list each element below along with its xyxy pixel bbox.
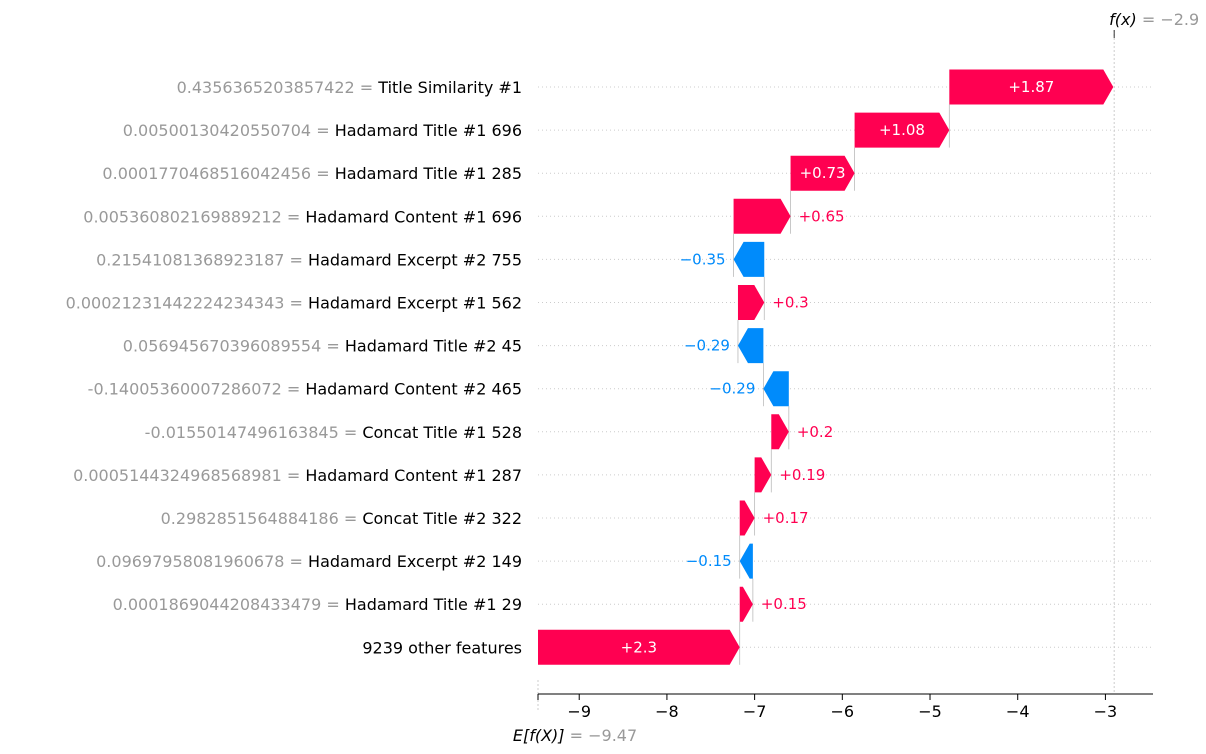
bar-value-label: +2.3	[621, 638, 657, 656]
feature-label: 0.0001770468516042456 = Hadamard Title #…	[102, 164, 522, 183]
feature-name: Hadamard Title #1 285	[335, 164, 522, 183]
x-tick-label: −5	[918, 702, 942, 721]
bar-value-label: −0.15	[686, 552, 732, 570]
bar-positive	[790, 155, 855, 191]
base-value-number: = −9.47	[565, 726, 638, 745]
feature-label: 0.00500130420550704 = Hadamard Title #1 …	[123, 121, 522, 140]
feature-label: 9239 other features	[362, 638, 522, 657]
feature-label: 0.4356365203857422 = Title Similarity #1	[177, 78, 522, 97]
feature-label: 0.00021231442224234343 = Hadamard Excerp…	[66, 294, 522, 313]
feature-value: 0.005360802169889212 =	[83, 207, 305, 226]
feature-name: Hadamard Title #1 696	[335, 121, 522, 140]
output-value-annotation: f(x) = −2.9	[1109, 10, 1199, 29]
x-tick-label: −6	[831, 702, 855, 721]
x-tick-label: −4	[1006, 702, 1030, 721]
bar-positive	[771, 414, 789, 450]
bar-negative	[733, 241, 765, 277]
feature-value: 0.0001869044208433479 =	[113, 595, 345, 614]
feature-name: Hadamard Excerpt #1 562	[308, 294, 522, 313]
bar-value-label: −0.35	[680, 250, 726, 268]
feature-value: 0.056945670396089554 =	[123, 337, 345, 356]
x-tick-label: −7	[743, 702, 767, 721]
bar-positive	[949, 69, 1114, 105]
bar-negative	[739, 543, 753, 579]
feature-label: 0.0005144324968568981 = Hadamard Content…	[73, 466, 522, 485]
base-value-label: E[f(X)]	[513, 726, 565, 745]
bar-value-label: +0.73	[800, 164, 846, 182]
feature-name: Hadamard Title #2 45	[345, 337, 522, 356]
bar-negative	[737, 328, 764, 364]
feature-label: 0.21541081368923187 = Hadamard Excerpt #…	[96, 250, 522, 269]
bar-positive	[739, 500, 755, 536]
feature-value: 0.2982851564884186 =	[161, 509, 363, 528]
base-value-annotation: E[f(X)] = −9.47	[513, 726, 637, 745]
bar-value-label: −0.29	[709, 380, 755, 398]
feature-value: -0.14005360007286072 =	[88, 380, 306, 399]
feature-label: 0.056945670396089554 = Hadamard Title #2…	[123, 337, 522, 356]
x-tick-label: −8	[655, 702, 679, 721]
feature-label: 0.0001869044208433479 = Hadamard Title #…	[113, 595, 522, 614]
feature-value: 0.00500130420550704 =	[123, 121, 335, 140]
bar-value-label: +0.19	[779, 466, 825, 484]
feature-value: 0.0001770468516042456 =	[102, 164, 334, 183]
bar-positive	[854, 112, 950, 148]
feature-label: 0.2982851564884186 = Concat Title #2 322	[161, 509, 522, 528]
feature-label: -0.14005360007286072 = Hadamard Content …	[88, 380, 522, 399]
feature-label: 0.005360802169889212 = Hadamard Content …	[83, 207, 522, 226]
feature-value: 0.09697958081960678 =	[96, 552, 308, 571]
bar-value-label: +0.2	[797, 423, 833, 441]
output-value-label: f(x)	[1109, 10, 1137, 29]
feature-name: Title Similarity #1	[377, 78, 522, 97]
feature-name: Hadamard Excerpt #2 755	[308, 250, 522, 269]
feature-value: 0.21541081368923187 =	[96, 250, 308, 269]
bar-value-label: +0.65	[799, 207, 845, 225]
feature-name: Concat Title #2 322	[362, 509, 522, 528]
feature-name: Hadamard Content #2 465	[305, 380, 522, 399]
bar-positive	[739, 586, 753, 622]
x-tick-label: −9	[567, 702, 591, 721]
feature-name: Concat Title #1 528	[362, 423, 522, 442]
bar-value-label: +0.17	[763, 509, 809, 527]
feature-value: 0.4356365203857422 =	[177, 78, 379, 97]
feature-value: -0.01550147496163845 =	[145, 423, 363, 442]
feature-value: 0.00021231442224234343 =	[66, 294, 308, 313]
bar-value-label: −0.29	[684, 337, 730, 355]
bar-positive	[754, 457, 772, 493]
feature-label: -0.01550147496163845 = Concat Title #1 5…	[145, 423, 522, 442]
bar-value-label: +1.87	[1008, 78, 1054, 96]
bar-negative	[763, 371, 789, 407]
output-value-number: = −2.9	[1137, 10, 1199, 29]
bar-value-label: +0.3	[772, 294, 808, 312]
x-tick-label: −3	[1094, 702, 1118, 721]
feature-name: 9239 other features	[362, 638, 522, 657]
bar-positive	[733, 198, 791, 234]
bar-positive	[737, 285, 765, 320]
feature-label: 0.09697958081960678 = Hadamard Excerpt #…	[96, 552, 522, 571]
bar-value-label: +0.15	[761, 595, 807, 613]
bar-positive	[538, 629, 740, 665]
bar-value-label: +1.08	[879, 121, 925, 139]
feature-name: Hadamard Excerpt #2 149	[308, 552, 522, 571]
feature-name: Hadamard Title #1 29	[345, 595, 522, 614]
feature-name: Hadamard Content #1 287	[305, 466, 522, 485]
feature-name: Hadamard Content #1 696	[305, 207, 522, 226]
feature-value: 0.0005144324968568981 =	[73, 466, 305, 485]
